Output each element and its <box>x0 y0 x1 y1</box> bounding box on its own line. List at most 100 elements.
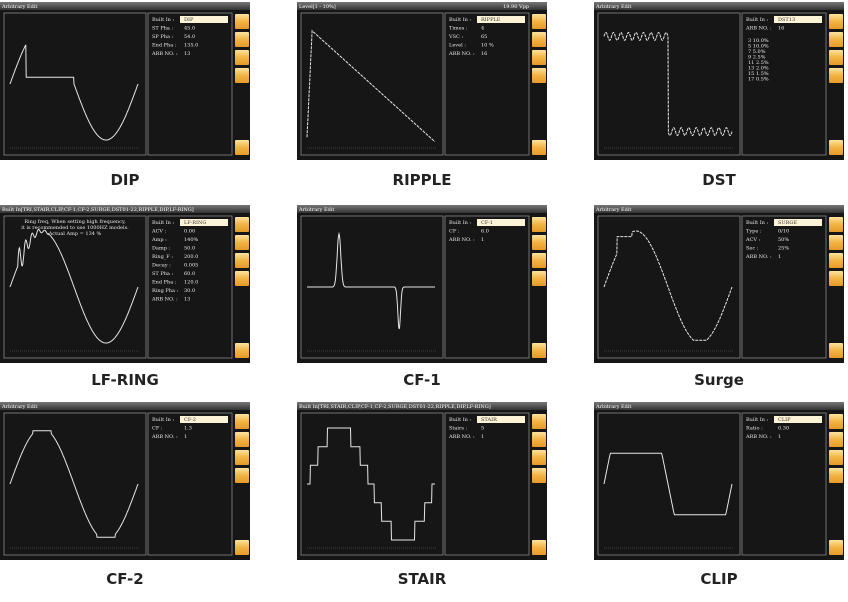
field-label: ARB NO. : <box>745 26 772 32</box>
wave-frame <box>3 12 147 156</box>
title-bar <box>0 205 250 213</box>
title: Arbitrary Edit <box>595 207 631 213</box>
field-label: Built In : <box>152 220 174 226</box>
field-label: Built In : <box>746 17 768 23</box>
soft-key <box>829 235 843 250</box>
field-label: CF : <box>449 229 460 235</box>
soft-key <box>235 235 249 250</box>
caption: Surge <box>694 371 744 389</box>
harmonic: 15 1.5% <box>748 71 769 77</box>
soft-key <box>235 271 249 286</box>
caption: LF-RING <box>91 371 159 389</box>
screen-bg <box>0 205 250 363</box>
soft-key <box>235 432 249 447</box>
info-frame <box>147 12 233 156</box>
field-value: 60.0 <box>184 271 195 277</box>
field-label: Built In : <box>746 417 768 423</box>
field-label: End Pha : <box>152 280 177 286</box>
soft-key <box>829 450 843 465</box>
field-value: 13 <box>184 51 190 57</box>
soft-key <box>235 343 249 358</box>
field-label: Built In : <box>449 417 471 423</box>
field-label: ST Pha : <box>152 26 174 32</box>
value-box <box>180 219 228 226</box>
value-box <box>774 416 822 423</box>
title-bar <box>297 205 547 213</box>
title-bar <box>0 2 250 10</box>
field-value: 1.3 <box>184 426 192 432</box>
screen-panel: Arbitrary Edit Built In : DIP ST Pha : 45.0 S… <box>0 2 250 160</box>
soft-key <box>829 253 843 268</box>
field-value: CF-2 <box>184 417 196 423</box>
screen-bg <box>297 205 547 363</box>
value-box <box>180 16 228 23</box>
soft-key <box>235 468 249 483</box>
soft-key <box>829 432 843 447</box>
field-value: 50% <box>778 237 789 243</box>
soft-key <box>235 450 249 465</box>
soft-key <box>829 32 843 47</box>
screen-bg <box>297 402 547 560</box>
field-label: VSC : <box>448 34 463 40</box>
screen-panel: Built In[TRI,STAIR,CLIP,CF-1,CF-2,SURGE,… <box>0 205 250 363</box>
title-bar <box>594 205 844 213</box>
harmonic: 13 2.0% <box>748 66 769 72</box>
field-value: 0.00 <box>184 229 195 235</box>
field-label: Level : <box>449 43 466 49</box>
field-label: Ring_F : <box>152 254 173 260</box>
soft-key <box>829 540 843 555</box>
title: Arbitrary Edit <box>298 207 334 213</box>
soft-key <box>235 217 249 232</box>
field-label: Times : <box>449 26 468 32</box>
value-box <box>180 416 228 423</box>
screen-panel: Level[1 - 10%] 19.90 Vpp Built In : RIPPLE T… <box>297 2 547 160</box>
field-label: ACV : <box>151 229 167 235</box>
field-value: 0.005 <box>184 263 198 269</box>
field-value: 54.0 <box>184 34 195 40</box>
caption: CLIP <box>700 570 737 588</box>
field-label: ARB NO. : <box>151 51 178 57</box>
caption: DST <box>702 171 736 189</box>
harmonic: 17 0.5% <box>748 77 769 83</box>
wave-frame <box>3 215 147 359</box>
field-value: 10 % <box>481 43 494 49</box>
field-value: 120.0 <box>184 280 198 286</box>
info-frame <box>444 412 530 556</box>
harmonic: 3 10.0% <box>748 38 769 44</box>
info-frame <box>741 412 827 556</box>
soft-key <box>532 235 546 250</box>
soft-key <box>532 468 546 483</box>
title: Built In[TRI,STAIR,CLIP,CF-1,CF-2,SURGE,… <box>2 207 194 213</box>
soft-key <box>532 68 546 83</box>
field-label: ARB NO. : <box>448 51 475 57</box>
title: Arbitrary Edit <box>1 404 37 410</box>
value-box <box>774 219 822 226</box>
field-value: 1 <box>778 254 781 260</box>
title-right: 19.90 Vpp <box>503 4 529 10</box>
wave-frame <box>300 215 444 359</box>
info-frame <box>147 215 233 359</box>
field-value: 0.30 <box>778 426 789 432</box>
field-value: 16 <box>778 26 784 32</box>
soft-key <box>829 217 843 232</box>
field-value: DST13 <box>778 17 795 23</box>
field-label: ARB NO. : <box>151 434 178 440</box>
screen-bg <box>297 2 547 160</box>
harmonic: 11 2.5% <box>748 60 769 66</box>
wave-frame <box>597 215 741 359</box>
field-value: 200.0 <box>184 254 198 260</box>
screen-panel: Arbitrary Edit Built In : CF-2 CF : 1.3 ARB N… <box>0 402 250 560</box>
soft-key <box>235 540 249 555</box>
soft-key <box>235 14 249 29</box>
soft-key <box>532 14 546 29</box>
harmonic: 5 10.0% <box>748 44 769 50</box>
soft-key <box>235 68 249 83</box>
caption: DIP <box>110 171 139 189</box>
title: Arbitrary Edit <box>595 404 631 410</box>
screen-panel: Built In[TRI,STAIR,CLIP,CF-1,CF-2,SURGE,… <box>297 402 547 560</box>
waveform <box>603 230 733 341</box>
soft-key <box>829 68 843 83</box>
field-value: 135.0 <box>184 43 198 49</box>
soft-key <box>532 217 546 232</box>
field-label: Built In : <box>152 417 174 423</box>
